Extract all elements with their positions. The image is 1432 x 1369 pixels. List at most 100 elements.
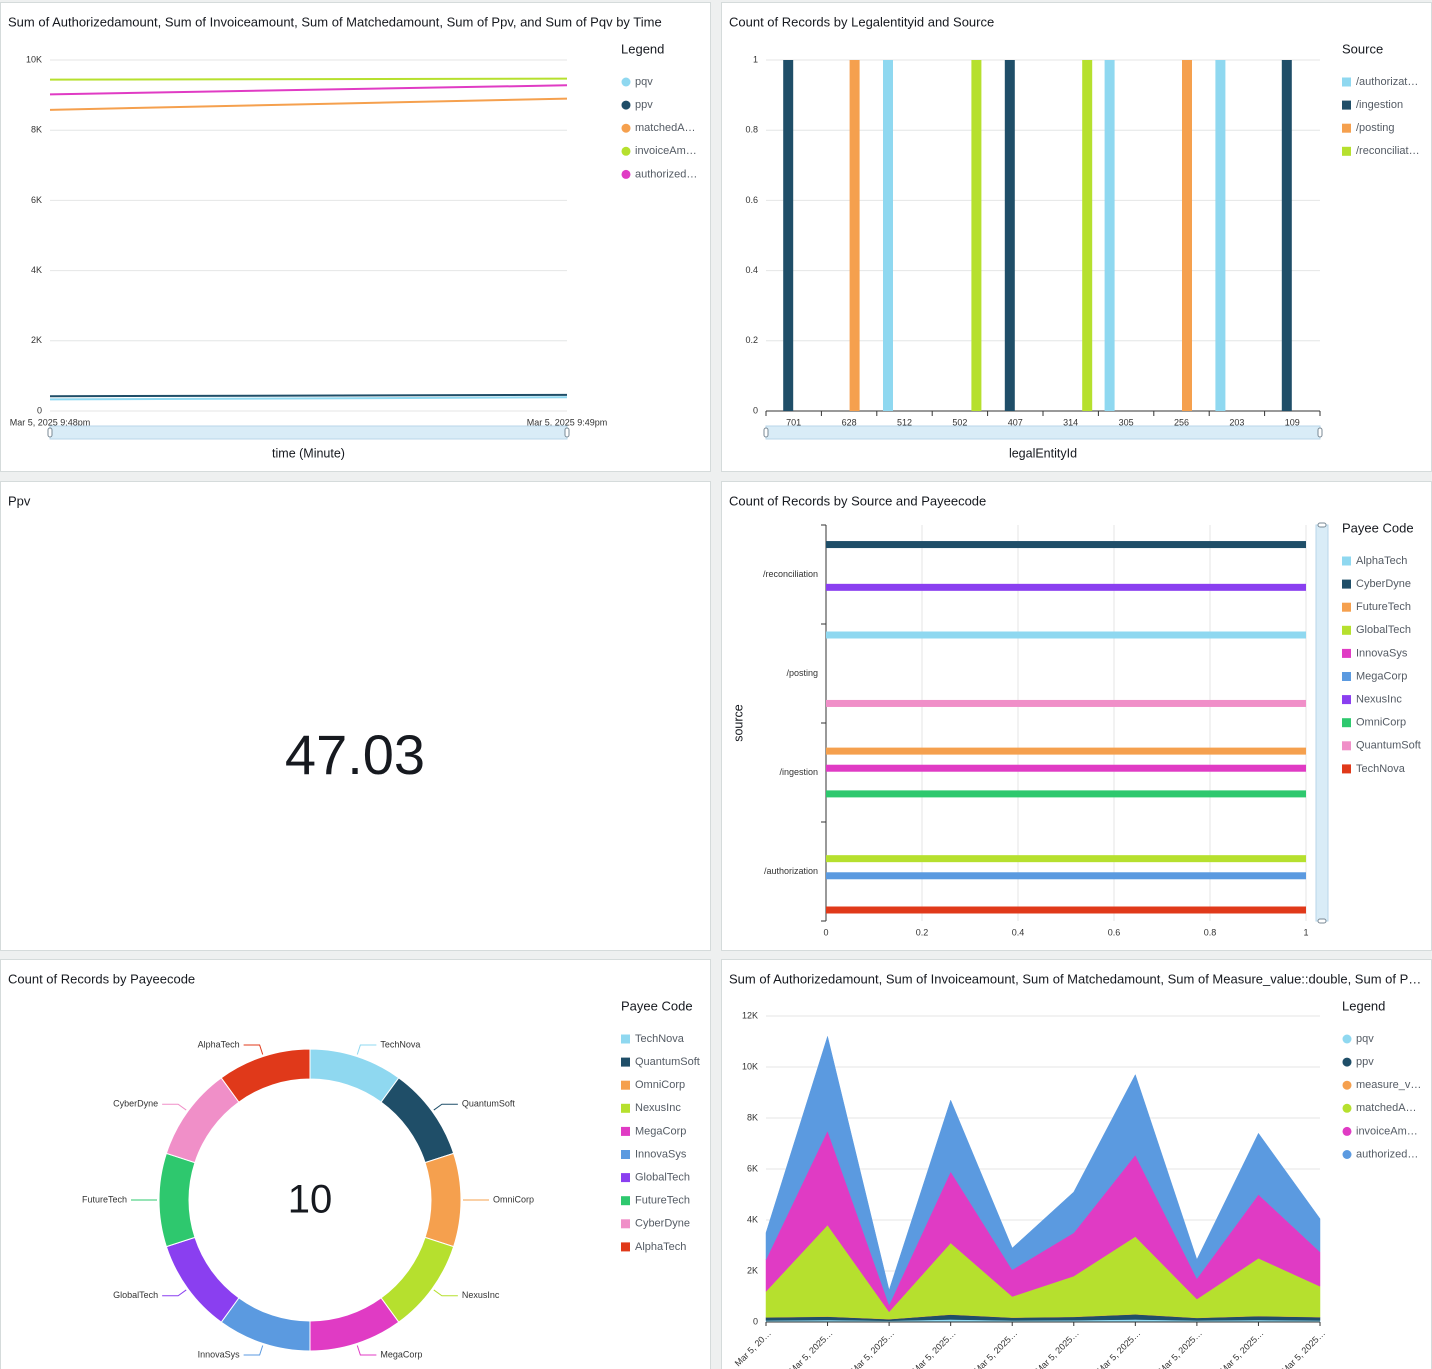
legend-label: NexusInc	[635, 1102, 681, 1114]
x-tick-label: 628	[842, 417, 857, 427]
slider-handle	[763, 427, 769, 438]
slider-handle	[1317, 522, 1327, 528]
panel-title: Count of Records by Payeecode	[8, 971, 195, 986]
panel: Count of Records by Legalentityid and So…	[721, 2, 1432, 472]
slice-label: OmniCorp	[493, 1194, 534, 1204]
legend-label: pqv	[1356, 1033, 1374, 1045]
legend-marker	[621, 123, 631, 133]
bar	[826, 699, 1306, 707]
panel-title: Count of Records by Legalentityid and So…	[729, 14, 994, 29]
bar	[826, 541, 1306, 549]
y-tick-label: /authorization	[764, 866, 818, 876]
legend-marker	[621, 1080, 630, 1090]
y-tick-label: 1	[753, 54, 758, 64]
legend-marker	[621, 1242, 630, 1252]
legend-label: invoiceAm…	[1356, 1125, 1418, 1137]
bar	[1082, 60, 1093, 411]
panel-background	[0, 959, 711, 1369]
x-tick-label: 256	[1174, 417, 1189, 427]
panel: Count of Records by Source and Payeecode…	[721, 481, 1432, 951]
legend-marker	[1342, 672, 1351, 681]
slider-handle	[1317, 918, 1327, 924]
legend-marker	[621, 1057, 630, 1067]
panel-background	[0, 481, 711, 951]
range-slider	[1315, 524, 1329, 922]
slice-label: NexusInc	[462, 1290, 500, 1300]
legend-marker	[1342, 1103, 1352, 1113]
legend-marker	[1342, 123, 1351, 133]
kpi-value: 47.03	[285, 723, 425, 786]
leader-line	[433, 1289, 458, 1297]
bar	[826, 872, 1306, 880]
y-tick-label: /reconciliation	[763, 569, 818, 579]
bar	[1004, 60, 1015, 411]
x-axis-title: legalEntityId	[1009, 446, 1077, 460]
y-tick-label: 6K	[747, 1163, 758, 1173]
legend-marker	[621, 1126, 630, 1136]
range-slider	[49, 425, 568, 440]
x-tick-label: 0.4	[1012, 927, 1025, 937]
panel: Sum of Authorizedamount, Sum of Invoicea…	[0, 2, 711, 472]
panel-background	[0, 2, 711, 472]
line	[49, 84, 568, 96]
legend-label: matchedA…	[635, 122, 696, 134]
slice-label: TechNova	[380, 1039, 420, 1049]
bar	[826, 764, 1306, 772]
y-tick-label: 4K	[31, 265, 42, 275]
x-tick-label: 1	[1303, 927, 1308, 937]
x-tick-label: 314	[1063, 417, 1078, 427]
x-axis-title: time (Minute)	[272, 446, 345, 460]
legend-marker	[1342, 741, 1351, 751]
bar	[826, 855, 1306, 863]
y-tick-label: 8K	[31, 125, 42, 135]
legend-label: measure_v…	[1356, 1079, 1421, 1091]
bar	[1182, 60, 1192, 411]
legend-label: /reconciliat…	[1356, 145, 1420, 157]
legend-label: NexusInc	[1356, 694, 1402, 706]
slice-label: QuantumSoft	[462, 1099, 516, 1109]
bar	[883, 60, 893, 411]
slice-label: GlobalTech	[113, 1290, 158, 1300]
leader-line	[356, 1044, 377, 1055]
line	[49, 393, 568, 398]
legend-marker	[1342, 100, 1351, 110]
line	[49, 97, 568, 111]
line	[49, 396, 568, 401]
legend-label: matchedA…	[1356, 1102, 1417, 1114]
range-slider	[765, 425, 1321, 440]
y-tick-label: 4K	[747, 1214, 758, 1224]
legend-label: MegaCorp	[635, 1125, 686, 1137]
y-tick-label: 0	[753, 405, 758, 415]
leader-line	[433, 1103, 458, 1111]
bar	[783, 60, 794, 411]
legend-label: CyberDyne	[1356, 578, 1411, 590]
y-tick-label: 8K	[747, 1112, 758, 1122]
x-tick-label: 305	[1119, 417, 1134, 427]
x-tick-label: 0.6	[1108, 927, 1121, 937]
legend-marker	[1342, 1080, 1352, 1090]
legend-label: GlobalTech	[1356, 624, 1411, 636]
legend-marker	[1342, 602, 1351, 612]
legend-label: TechNova	[635, 1033, 685, 1045]
legend-marker	[621, 1219, 630, 1229]
y-tick-label: 12K	[742, 1010, 758, 1020]
leader-line	[162, 1289, 187, 1297]
y-tick-label: 0.8	[745, 125, 758, 135]
legend-marker	[1342, 1126, 1352, 1136]
y-axis-title: source	[731, 704, 745, 742]
legend-label: FutureTech	[1356, 601, 1411, 613]
legend-marker	[1342, 764, 1351, 774]
y-tick-label: 0.2	[745, 335, 758, 345]
x-tick-label: 701	[786, 417, 801, 427]
bar	[1215, 60, 1226, 411]
x-tick-label: 502	[952, 417, 967, 427]
legend-title: Legend	[621, 41, 664, 56]
legend-marker	[621, 169, 631, 179]
line	[49, 77, 568, 81]
bar	[826, 631, 1306, 639]
y-tick-label: 10K	[742, 1061, 758, 1071]
legend-marker	[621, 1196, 630, 1206]
legend-label: GlobalTech	[635, 1172, 690, 1184]
legend-label: /authorizat…	[1356, 76, 1418, 88]
